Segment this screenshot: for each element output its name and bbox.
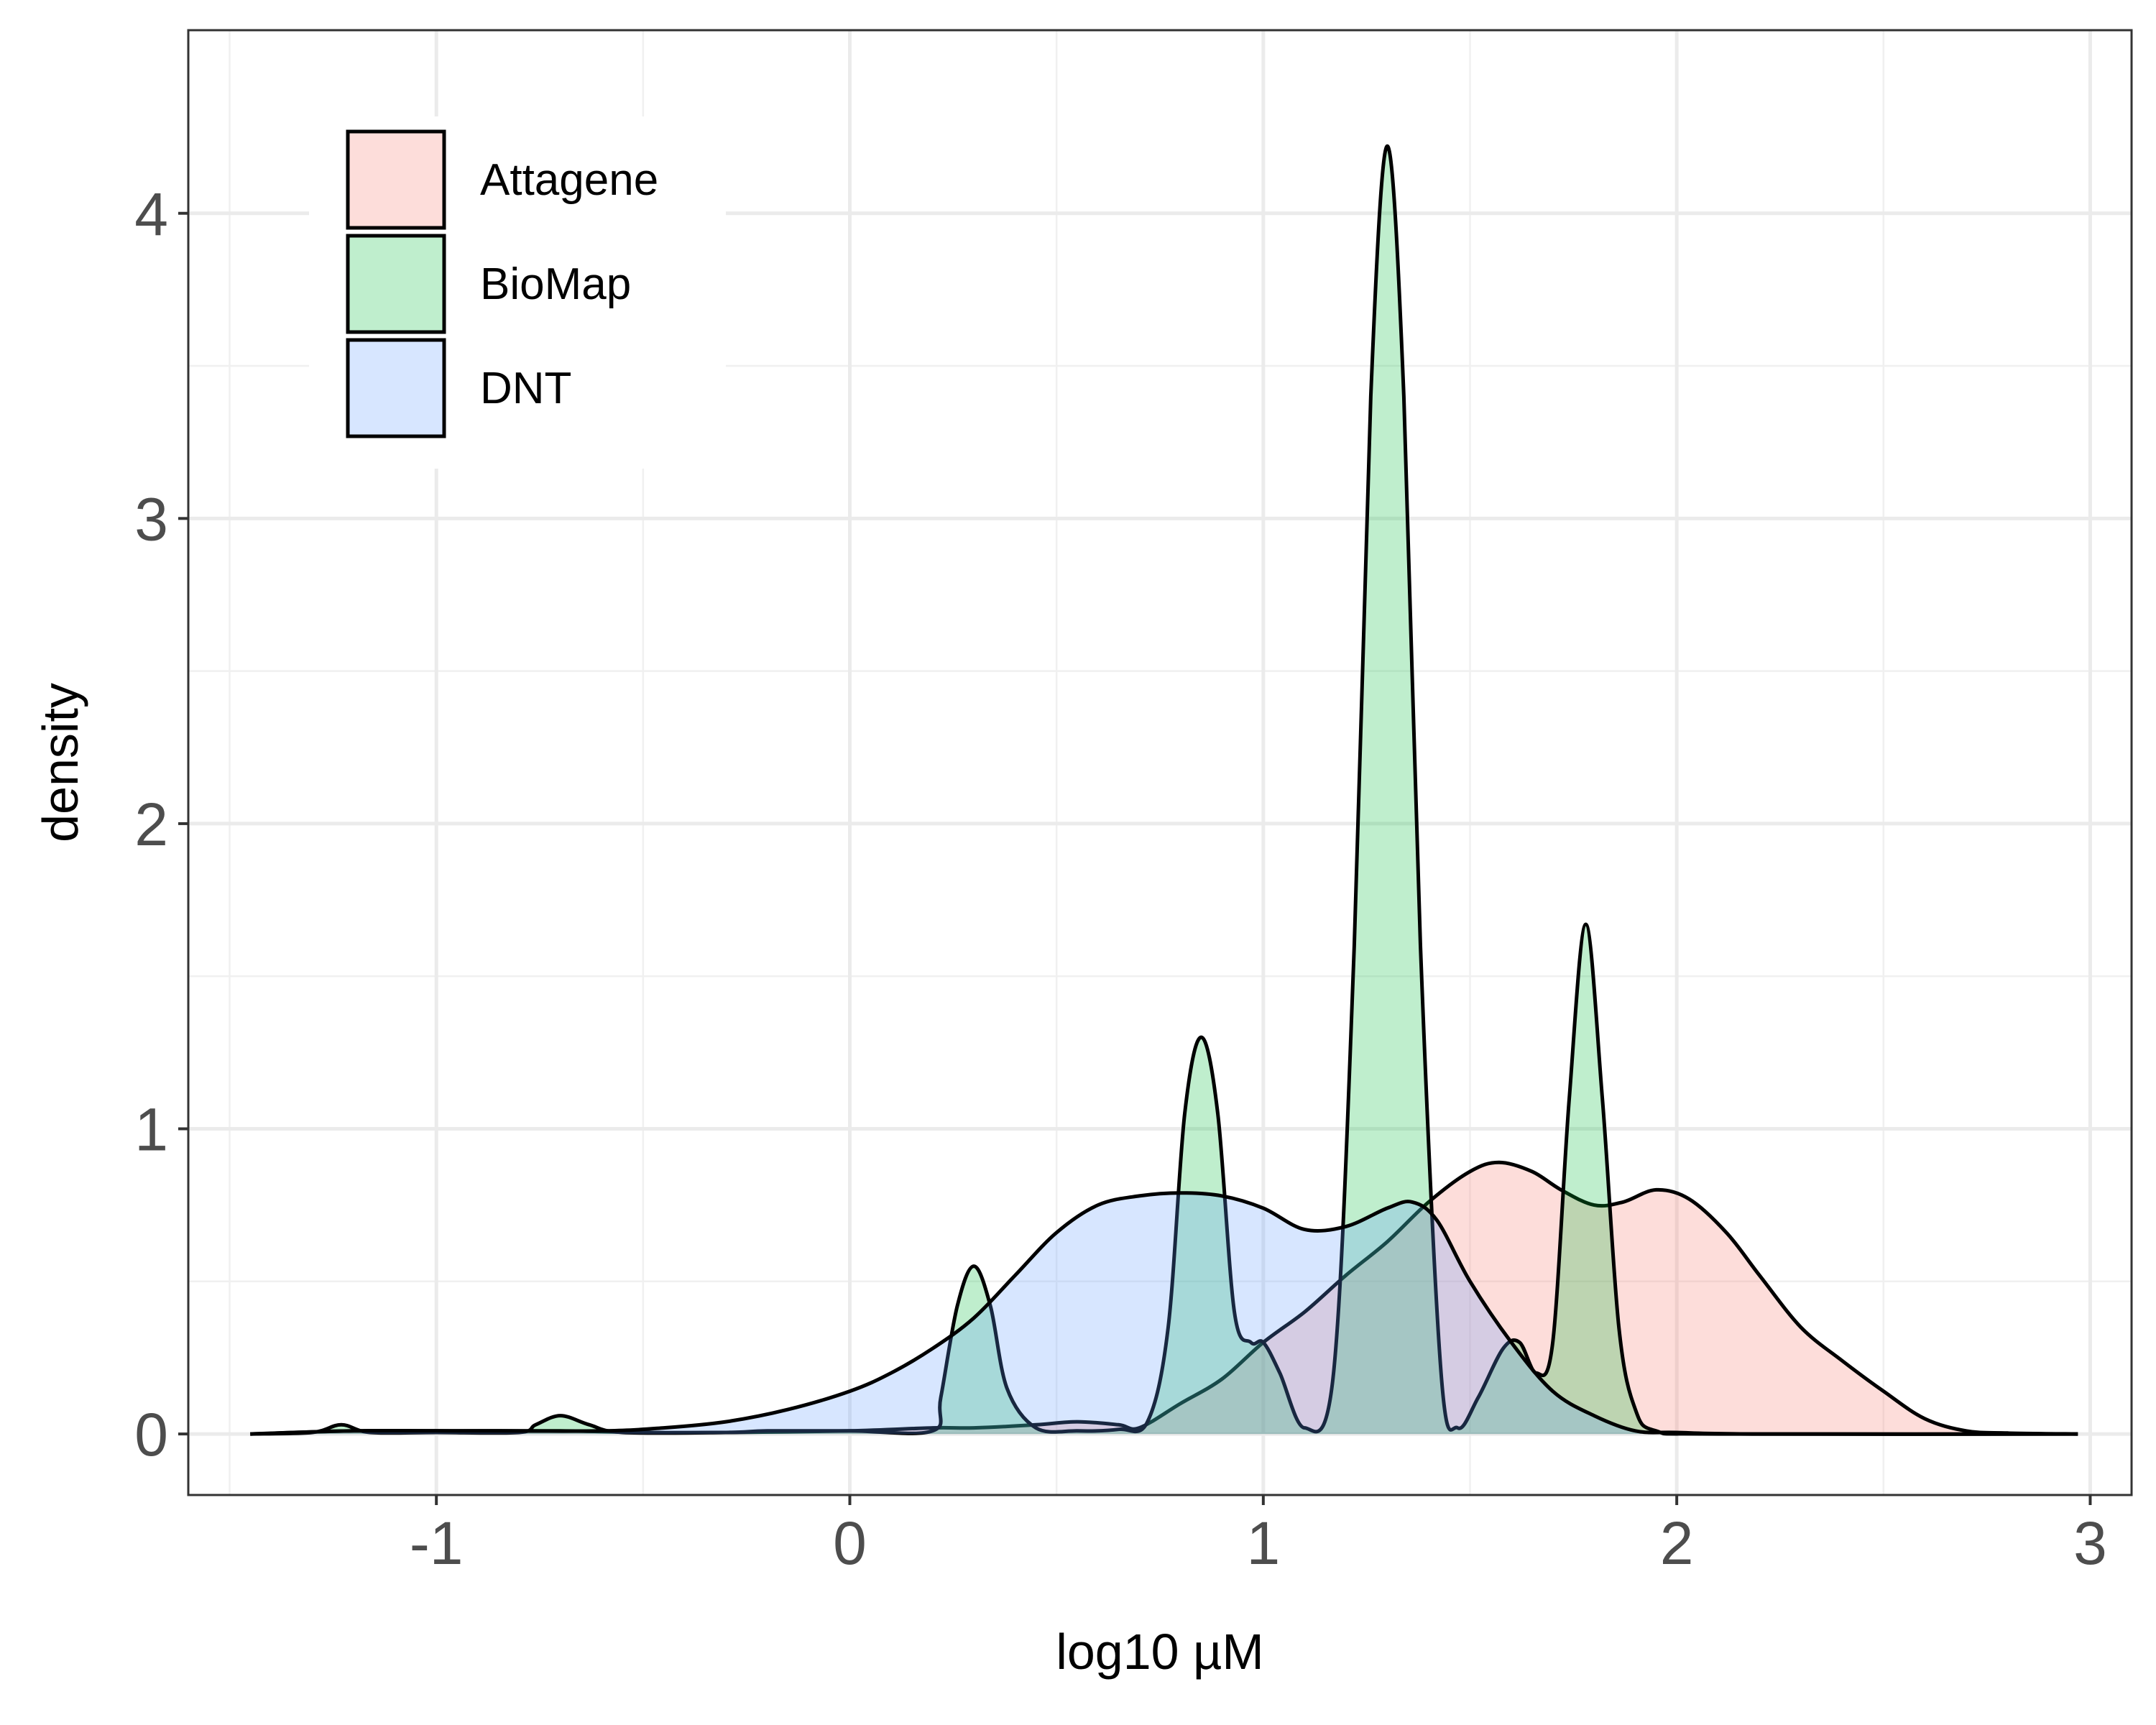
x-tick-label: 2 [1660,1509,1694,1577]
legend-key-dnt [346,338,446,438]
biomap-density-line [250,144,2078,1436]
x-tick-label: 3 [2073,1509,2107,1577]
plot-border [187,29,2133,1496]
y-tick-label: 2 [134,791,168,858]
attagene-density-area [250,1162,2078,1435]
legend-key-attagene [346,129,446,230]
x-axis-title: log10 µM [1056,1624,1263,1680]
minor-gridlines [188,30,2132,1495]
x-tick-label: -1 [410,1509,464,1577]
dnt-density-area [250,1192,2078,1435]
y-axis-title: density [32,683,88,842]
x-tick-label: 0 [833,1509,867,1577]
x-tick-label: 1 [1246,1509,1280,1577]
y-tick-label: 0 [134,1401,168,1468]
legend-key-biomap-bg [348,236,444,332]
legend-key-dnt-bg [348,340,444,436]
legend-label-biomap: BioMap [480,259,631,309]
legend-label-dnt: DNT [480,364,571,413]
y-axis: 0 1 2 3 4 [134,180,188,1468]
y-tick-label: 4 [134,180,168,248]
y-tick-label: 1 [134,1096,168,1164]
legend-key-attagene-bg [348,132,444,228]
dnt-density-line [250,1191,2078,1436]
density-series [250,144,2078,1436]
y-tick-label: 3 [134,485,168,553]
legend-key-biomap [346,234,446,334]
legend: Attagene BioMap DNT [309,116,726,469]
x-axis: -1 0 1 2 3 [410,1495,2107,1577]
legend-label-attagene: Attagene [480,155,658,205]
